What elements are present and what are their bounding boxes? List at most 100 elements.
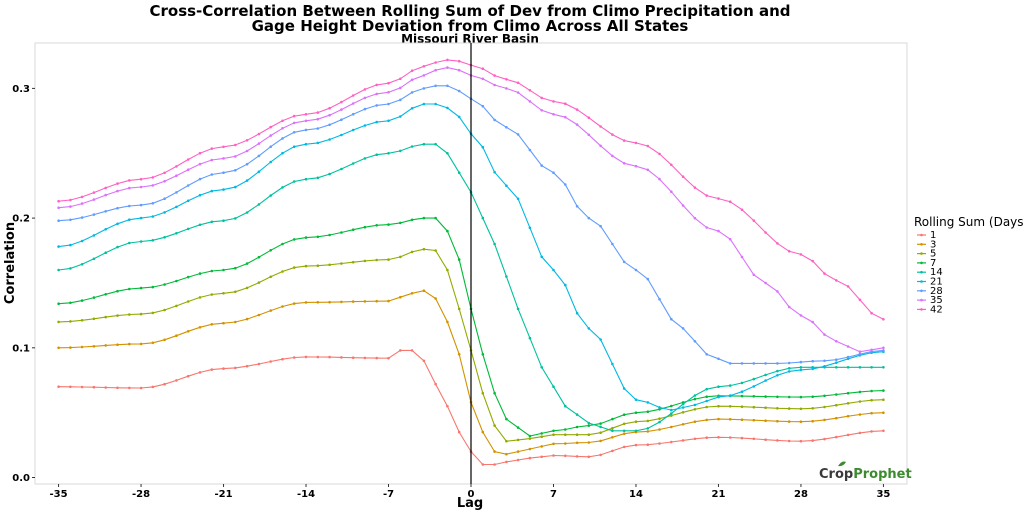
data-point (764, 406, 767, 410)
data-point (776, 374, 779, 377)
data-point (175, 174, 178, 177)
data-point (210, 189, 214, 193)
data-point (422, 142, 426, 146)
data-point (622, 445, 626, 449)
data-point (752, 395, 756, 398)
data-point (681, 423, 685, 426)
data-point (481, 391, 485, 395)
data-point (787, 305, 791, 309)
data-point (776, 362, 779, 365)
data-point (670, 163, 673, 167)
data-point (564, 283, 567, 287)
data-point (57, 346, 60, 350)
data-point (611, 362, 614, 366)
data-point (587, 433, 591, 437)
data-point (835, 416, 838, 420)
data-point (316, 127, 320, 130)
data-point (481, 463, 485, 466)
data-point (446, 106, 449, 110)
data-point (493, 242, 496, 246)
data-point (245, 364, 249, 368)
data-point (210, 158, 214, 162)
data-point (681, 439, 685, 442)
data-point (552, 100, 555, 103)
data-point (410, 349, 414, 352)
legend-label: 5 (930, 249, 936, 260)
data-point (198, 296, 202, 299)
data-point (599, 453, 602, 457)
data-point (222, 268, 225, 272)
data-point (410, 292, 414, 295)
data-point (351, 228, 355, 231)
data-point (92, 191, 96, 194)
data-point (740, 405, 744, 409)
crop-prophet-logo: CropProphet (819, 461, 912, 482)
x-tick-label: 35 (876, 489, 890, 500)
data-point (846, 402, 850, 405)
data-point (234, 143, 237, 147)
data-point (210, 368, 214, 371)
data-point (257, 203, 261, 206)
data-point (139, 342, 143, 346)
data-point (481, 77, 485, 81)
data-point (457, 89, 461, 93)
data-point (139, 240, 143, 243)
data-point (705, 395, 708, 399)
data-point (646, 168, 650, 172)
data-point (292, 266, 296, 269)
data-point (128, 186, 131, 190)
data-point (210, 323, 214, 326)
data-point (387, 102, 390, 106)
data-point (92, 198, 96, 201)
data-point (587, 424, 591, 427)
data-point (493, 74, 496, 77)
data-point (410, 107, 414, 110)
data-point (57, 385, 60, 389)
data-point (363, 124, 367, 127)
data-point (528, 336, 532, 340)
data-point (375, 120, 379, 124)
data-point (846, 345, 850, 348)
data-point (69, 218, 72, 222)
logo-text-prophet: Prophet (853, 467, 911, 482)
data-point (835, 361, 838, 365)
data-point (210, 220, 214, 224)
data-point (257, 362, 261, 366)
data-point (163, 338, 166, 342)
data-point (198, 223, 202, 227)
data-point (846, 414, 850, 418)
data-point (328, 106, 331, 110)
data-point (116, 222, 119, 226)
data-point (575, 413, 579, 416)
data-point (764, 419, 767, 423)
legend-title: Rolling Sum (Days) (914, 215, 1024, 229)
data-point (646, 443, 650, 447)
data-point (646, 430, 650, 433)
data-point (80, 216, 84, 219)
legend-label: 28 (930, 286, 943, 297)
data-point (764, 281, 767, 285)
data-point (599, 224, 602, 228)
data-point (340, 356, 343, 359)
data-point (752, 273, 756, 277)
data-point (752, 437, 756, 441)
data-point (269, 145, 273, 148)
data-point (234, 185, 237, 189)
data-point (163, 382, 166, 386)
data-point (163, 308, 166, 312)
data-point (316, 355, 320, 359)
data-point (776, 439, 779, 442)
data-point (387, 258, 390, 261)
data-point (670, 190, 673, 193)
data-point (670, 440, 673, 444)
data-point (351, 260, 355, 264)
data-point (717, 357, 720, 361)
data-point (776, 242, 779, 245)
data-point (575, 441, 579, 445)
data-point (128, 241, 131, 245)
data-point (846, 433, 850, 437)
data-point (245, 211, 249, 214)
data-point (505, 417, 508, 421)
data-point (316, 301, 320, 304)
data-point (328, 123, 331, 127)
